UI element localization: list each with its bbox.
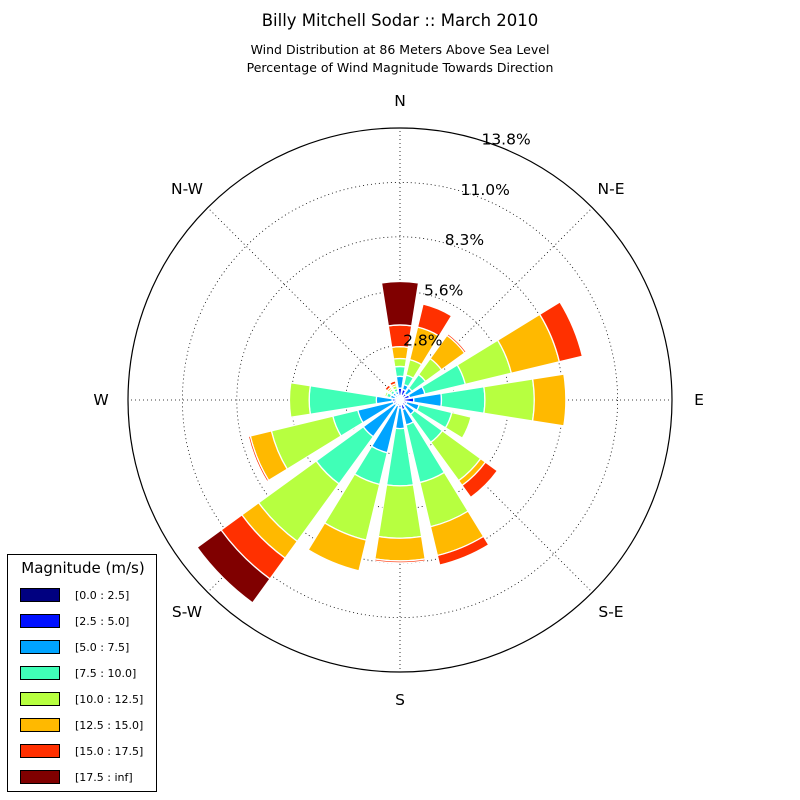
legend-swatch [20, 640, 60, 654]
wedge-bin-4 [392, 357, 408, 368]
legend-swatch [20, 666, 60, 680]
legend: Magnitude (m/s) [0.0 : 2.5] [2.5 : 5.0] [5… [7, 554, 157, 792]
wedge-bin-6 [373, 558, 427, 564]
direction-label-w: W [93, 391, 108, 409]
wedge-bin-6 [436, 535, 490, 566]
legend-label: [5.0 : 7.5] [75, 641, 130, 654]
ring-label: 2.8% [403, 332, 442, 350]
wedge-bin-4 [444, 411, 472, 440]
wedge-bin-6 [388, 380, 397, 387]
wedge-bin-5 [374, 535, 426, 562]
legend-swatch [20, 614, 60, 628]
direction-label-e: E [694, 391, 704, 409]
legend-label: [0.0 : 2.5] [75, 589, 130, 602]
sector-22.5 [399, 303, 453, 401]
sector-90 [399, 373, 567, 427]
sector-135 [399, 399, 499, 499]
wedge-bin-6 [538, 301, 584, 363]
wedge-bin-4 [288, 381, 312, 419]
wedge-bin-5 [307, 522, 368, 572]
legend-swatch [20, 744, 60, 758]
ring-label: 11.0% [461, 181, 510, 199]
legend-label: [17.5 : inf] [75, 771, 133, 784]
sector-67.5 [399, 301, 584, 401]
wedge-bin-4 [483, 378, 535, 422]
outer-frame [127, 127, 673, 673]
sector-337.5 [388, 380, 401, 401]
legend-label: [10.0 : 12.5] [75, 693, 144, 706]
wedge-bin-4 [383, 390, 390, 398]
sector-247.5 [247, 399, 401, 483]
wedge-bin-3 [440, 385, 486, 415]
sector-45 [399, 332, 468, 401]
wedge-bin-6 [461, 461, 499, 499]
wedge-bin-4 [377, 484, 423, 539]
grid-spoke [399, 399, 593, 593]
sector-225 [196, 399, 401, 604]
direction-label-s-e: S-E [598, 603, 623, 621]
wedge-bin-7 [196, 529, 271, 604]
sector-112.5 [399, 399, 472, 440]
sector-180 [373, 399, 427, 564]
legend-swatch [20, 718, 60, 732]
direction-label-s: S [395, 691, 405, 709]
ring-label: 13.8% [481, 131, 530, 149]
legend-swatch [20, 588, 60, 602]
sector-315 [383, 383, 401, 401]
legend-title: Magnitude (m/s) [21, 559, 145, 577]
legend-swatch [20, 770, 60, 784]
chart-title: Billy Mitchell Sodar :: March 2010 [261, 11, 539, 30]
grid-spoke [399, 207, 593, 401]
sector-270 [288, 381, 401, 419]
ring-label: 8.3% [445, 231, 484, 249]
grid-ring [181, 181, 619, 619]
subtitle-line-1: Wind Distribution at 86 Meters Above Sea… [250, 42, 550, 57]
legend-label: [7.5 : 10.0] [75, 667, 137, 680]
sector-157.5 [399, 399, 490, 566]
legend-label: [15.0 : 17.5] [75, 745, 144, 758]
direction-label-n: N [394, 92, 406, 110]
direction-label-n-w: N-W [171, 180, 203, 198]
subtitle-line-2: Percentage of Wind Magnitude Towards Dir… [246, 60, 554, 75]
wedge-bin-6 [383, 383, 392, 392]
wedge-bin-6 [247, 435, 270, 483]
legend-label: [2.5 : 5.0] [75, 615, 130, 628]
grid-spoke [207, 207, 401, 401]
wedge-bin-7 [380, 280, 420, 327]
ring-label: 5.6% [424, 281, 463, 299]
wedge-bin-5 [531, 373, 567, 427]
legend-label: [12.5 : 15.0] [75, 719, 144, 732]
wedge-bin-3 [394, 365, 406, 378]
legend-swatch [20, 692, 60, 706]
direction-label-s-w: S-W [172, 603, 202, 621]
sector-202.5 [307, 399, 401, 572]
direction-label-n-e: N-E [598, 180, 625, 198]
wedge-bin-6 [446, 332, 468, 354]
chart-subtitle: Wind Distribution at 86 Meters Above Sea… [0, 41, 800, 77]
wedge-bin-6 [416, 303, 453, 337]
